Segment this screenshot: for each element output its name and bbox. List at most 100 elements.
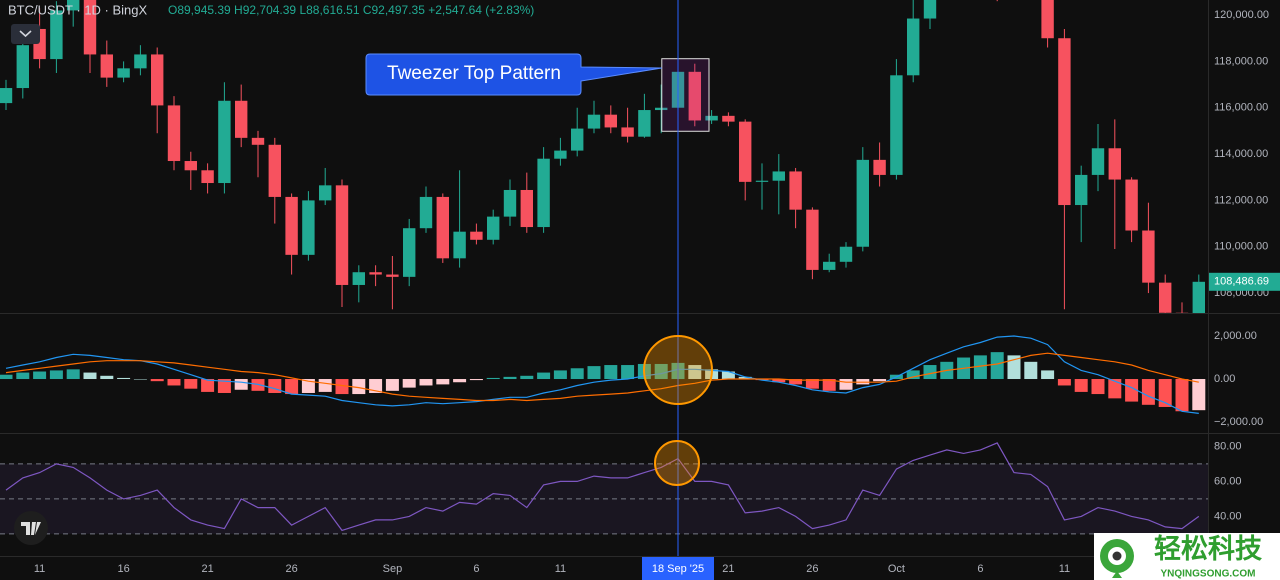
- histogram-bar: [352, 379, 366, 395]
- x-tick-label: 6: [977, 563, 983, 575]
- histogram-bar: [772, 379, 786, 383]
- y-tick-label: 2,000.00: [1214, 330, 1257, 342]
- histogram-bar: [1141, 379, 1155, 405]
- candle-body: [0, 88, 13, 104]
- histogram-bar: [436, 379, 450, 385]
- histogram-bar: [990, 352, 1004, 380]
- histogram-bar: [234, 379, 248, 390]
- candle-body: [907, 18, 920, 76]
- histogram-bar: [469, 379, 483, 381]
- histogram-bar: [604, 365, 618, 380]
- histogram-bar: [553, 370, 567, 380]
- candle-body: [1125, 179, 1138, 231]
- y-tick-label: 80.00: [1214, 440, 1242, 452]
- crosshair-date-label: 18 Sep '25: [652, 563, 704, 575]
- x-tick-label: 16: [117, 563, 129, 575]
- candle-body: [856, 159, 869, 247]
- candle-body: [688, 71, 701, 121]
- histogram-bar: [419, 379, 433, 386]
- x-tick-label: 11: [1059, 563, 1070, 575]
- candle-body: [1058, 38, 1071, 206]
- y-tick-label: 60.00: [1214, 475, 1242, 487]
- last-price-box: [1209, 272, 1280, 291]
- candle-body: [655, 107, 668, 111]
- candle-body: [436, 196, 449, 259]
- histogram-bar: [318, 379, 332, 392]
- rsi-line: [5, 442, 1200, 532]
- candle-body: [83, 0, 97, 55]
- candle-body: [604, 114, 617, 128]
- x-tick-label: 21: [722, 563, 734, 575]
- candle-body: [487, 216, 500, 240]
- candle-body: [167, 105, 181, 162]
- candle-body: [520, 189, 533, 228]
- candle-body: [285, 196, 298, 255]
- candle-body: [453, 231, 466, 259]
- candle-body: [923, 0, 937, 19]
- histogram-bar: [184, 379, 198, 389]
- histogram-bar: [16, 372, 30, 380]
- candle-body: [134, 54, 147, 69]
- histogram-bar: [268, 379, 282, 393]
- histogram-bar: [83, 372, 97, 380]
- candle-body: [1091, 148, 1105, 175]
- y-tick-label: 40.00: [1214, 510, 1242, 522]
- y-tick-label: 112,000.00: [1214, 194, 1268, 206]
- candle-body: [537, 158, 550, 228]
- candle-body: [1142, 230, 1155, 283]
- y-tick-label: 114,000.00: [1214, 148, 1268, 160]
- histogram-bar: [537, 372, 551, 380]
- candle-body: [470, 231, 483, 240]
- y-tick-label: 0.00: [1214, 373, 1235, 385]
- candle-body: [873, 159, 886, 175]
- histogram-bar: [789, 379, 803, 385]
- histogram-bar: [66, 369, 80, 380]
- candle-body: [184, 161, 197, 171]
- histogram-bar: [1074, 379, 1088, 392]
- candle-body: [621, 127, 634, 137]
- histogram-bar: [150, 379, 164, 382]
- collapse-button[interactable]: [11, 24, 40, 44]
- histogram-bar: [1125, 379, 1139, 402]
- ohlc-readout: O89,945.39 H92,704.39 L88,616.51 C92,497…: [168, 3, 534, 17]
- candle-body: [251, 137, 265, 145]
- candle-body: [839, 246, 853, 262]
- histogram-bar: [805, 379, 819, 389]
- candle-body: [319, 185, 332, 201]
- x-tick-label: Oct: [888, 563, 905, 575]
- candle-body: [386, 274, 399, 277]
- histogram-bar: [1108, 379, 1122, 399]
- signal-line: [5, 352, 1199, 402]
- histogram-bar: [738, 376, 752, 380]
- candle-body: [369, 272, 382, 275]
- highlight-circle: [654, 440, 700, 486]
- x-tick-label: 26: [806, 563, 818, 575]
- price-pane: [0, 0, 1205, 313]
- candle-body: [403, 228, 416, 277]
- candle-body: [1075, 174, 1088, 206]
- tradingview-logo[interactable]: [14, 511, 48, 545]
- candle-body: [638, 110, 651, 137]
- histogram-bar: [385, 379, 399, 391]
- candle-body: [67, 0, 80, 11]
- histogram-bar: [839, 379, 853, 390]
- y-tick-label: 118,000.00: [1214, 55, 1268, 67]
- candle-body: [1159, 282, 1172, 313]
- watermark-title: 轻松科技: [1154, 534, 1262, 564]
- rsi-pane: [0, 442, 1208, 535]
- macd-pane: [0, 335, 1206, 414]
- histogram-bar: [453, 379, 467, 383]
- candle-body: [201, 170, 214, 184]
- histogram-bar: [1007, 355, 1021, 380]
- x-tick-label: 11: [555, 563, 566, 575]
- annotation: Tweezer Top Pattern: [387, 63, 561, 84]
- histogram-bar: [1057, 379, 1071, 386]
- histogram-bar: [201, 379, 215, 392]
- histogram-bar: [822, 379, 836, 391]
- candle-body: [705, 115, 718, 121]
- histogram-bar: [1175, 379, 1189, 412]
- candle-body: [789, 171, 802, 210]
- histogram-bar: [621, 365, 635, 380]
- candle-body: [755, 180, 769, 182]
